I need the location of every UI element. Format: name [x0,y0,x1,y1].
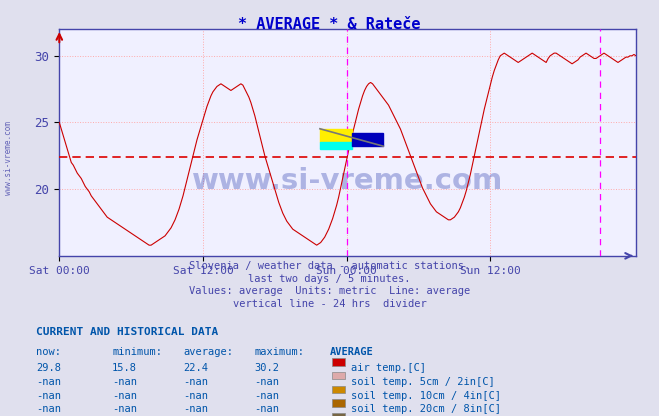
Text: soil temp. 5cm / 2in[C]: soil temp. 5cm / 2in[C] [351,377,495,387]
Bar [320,129,352,142]
Text: last two days / 5 minutes.: last two days / 5 minutes. [248,274,411,284]
Text: 15.8: 15.8 [112,363,137,373]
Text: maximum:: maximum: [254,347,304,357]
Text: -nan: -nan [183,404,208,414]
Text: www.si-vreme.com: www.si-vreme.com [4,121,13,195]
Text: 22.4: 22.4 [183,363,208,373]
Text: Values: average  Units: metric  Line: average: Values: average Units: metric Line: aver… [189,286,470,296]
Text: * AVERAGE * & Rateče: * AVERAGE * & Rateče [239,17,420,32]
Text: 30.2: 30.2 [254,363,279,373]
Text: -nan: -nan [112,404,137,414]
Text: soil temp. 10cm / 4in[C]: soil temp. 10cm / 4in[C] [351,391,501,401]
Text: -nan: -nan [36,404,61,414]
Text: minimum:: minimum: [112,347,162,357]
Text: -nan: -nan [254,377,279,387]
Text: average:: average: [183,347,233,357]
Text: www.si-vreme.com: www.si-vreme.com [192,167,503,195]
Text: -nan: -nan [183,391,208,401]
Text: -nan: -nan [36,377,61,387]
Text: -nan: -nan [36,391,61,401]
Text: soil temp. 20cm / 8in[C]: soil temp. 20cm / 8in[C] [351,404,501,414]
Text: -nan: -nan [183,377,208,387]
Text: Slovenia / weather data - automatic stations.: Slovenia / weather data - automatic stat… [189,261,470,271]
Text: -nan: -nan [112,391,137,401]
Text: vertical line - 24 hrs  divider: vertical line - 24 hrs divider [233,299,426,309]
Text: -nan: -nan [254,404,279,414]
Text: air temp.[C]: air temp.[C] [351,363,426,373]
Text: CURRENT AND HISTORICAL DATA: CURRENT AND HISTORICAL DATA [36,327,219,337]
Bar [320,142,352,149]
Text: -nan: -nan [254,391,279,401]
Text: AVERAGE: AVERAGE [330,347,373,357]
Text: -nan: -nan [112,377,137,387]
Text: 29.8: 29.8 [36,363,61,373]
Bar [352,133,384,146]
Text: now:: now: [36,347,61,357]
